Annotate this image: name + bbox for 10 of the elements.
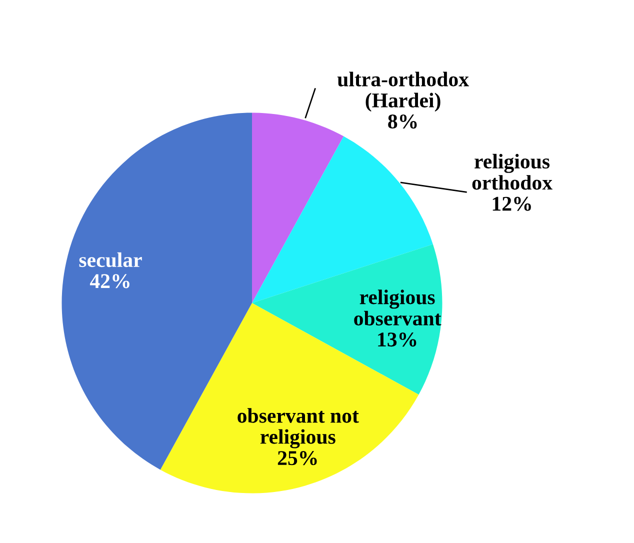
slice-label: religious observant — [354, 290, 442, 326]
slice-label: observant not religious — [238, 408, 359, 448]
data-label: 25% — [278, 451, 317, 466]
data-label: 13% — [378, 332, 416, 347]
data-label: 12% — [492, 196, 531, 211]
slice-label: secular — [79, 252, 142, 268]
data-label: 8% — [388, 114, 417, 129]
slice-label: religious orthodox — [472, 154, 552, 190]
data-label: 42% — [90, 274, 130, 288]
slice-label: ultra-orthodox (Hardei) — [337, 72, 469, 112]
